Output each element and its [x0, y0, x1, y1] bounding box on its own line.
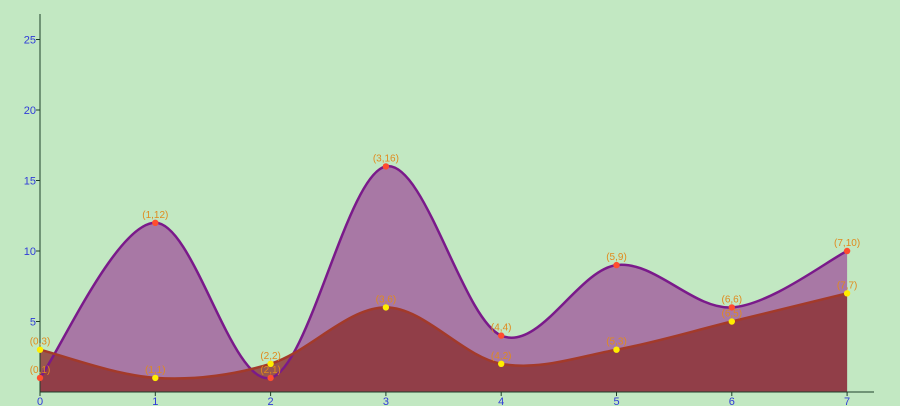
series-markers — [36, 163, 851, 382]
data-label: (5,3) — [606, 337, 627, 348]
y-tick-label: 15 — [24, 176, 36, 188]
series-2-marker — [843, 290, 851, 297]
series-2-marker — [152, 374, 159, 382]
series-2-area — [40, 293, 848, 392]
series-1-line — [38, 165, 848, 380]
data-label: (6,6) — [722, 294, 743, 305]
data-label: (1,1) — [145, 365, 166, 376]
y-tick-label: 25 — [24, 35, 36, 47]
data-label: (7,7) — [837, 280, 858, 291]
series-2-marker — [267, 360, 274, 367]
x-tick-label: 6 — [729, 396, 735, 406]
series-1-marker — [382, 163, 390, 170]
series-2-marker — [728, 318, 735, 325]
x-tick-label: 4 — [498, 396, 504, 406]
series-1-marker — [843, 247, 851, 255]
series-2-line — [39, 292, 848, 380]
series-2-marker — [382, 304, 390, 311]
data-label: (0,1) — [30, 365, 51, 376]
series-1-marker — [267, 374, 274, 382]
series-1-marker — [613, 261, 620, 269]
data-label: (3,16) — [373, 153, 399, 164]
data-label: (4,2) — [491, 351, 512, 362]
series-areas — [40, 166, 848, 392]
series-1-area — [40, 166, 848, 392]
x-tick-label: 3 — [383, 396, 389, 406]
y-tick-label: 5 — [30, 317, 36, 329]
series-lines — [38, 165, 848, 380]
data-label: (1,12) — [142, 210, 168, 221]
data-label: (2,1) — [260, 365, 281, 376]
series-1-marker — [152, 219, 159, 226]
data-label: (7,10) — [834, 238, 860, 249]
series-1-marker — [498, 332, 505, 339]
x-tick-label: 1 — [152, 396, 158, 406]
x-tick-label: 2 — [268, 396, 274, 406]
x-tick-label: 5 — [613, 396, 619, 406]
data-label: (2,2) — [260, 351, 281, 362]
data-label: (6,5) — [722, 309, 743, 320]
data-labels: (0,1) (1,12) (2,1) (3,16) (4,4) (5,9) (6,6) (7,… — [30, 153, 860, 376]
series-1-marker — [728, 304, 735, 311]
y-tick-label: 10 — [24, 246, 36, 258]
data-label: (5,9) — [606, 252, 627, 263]
data-label: (3,6) — [376, 294, 397, 305]
axes: 0 1 2 3 4 5 6 7 5 10 15 20 25 — [24, 14, 874, 406]
series-2-marker — [498, 360, 505, 367]
series-2-marker — [613, 346, 620, 353]
y-tick-label: 20 — [24, 105, 36, 117]
x-tick-label: 0 — [37, 396, 43, 406]
x-tick-label: 7 — [844, 396, 850, 406]
series-1-marker — [36, 374, 44, 382]
data-label: (0,3) — [30, 337, 51, 348]
data-label: (4,4) — [491, 323, 512, 334]
series-2-marker — [36, 346, 44, 353]
